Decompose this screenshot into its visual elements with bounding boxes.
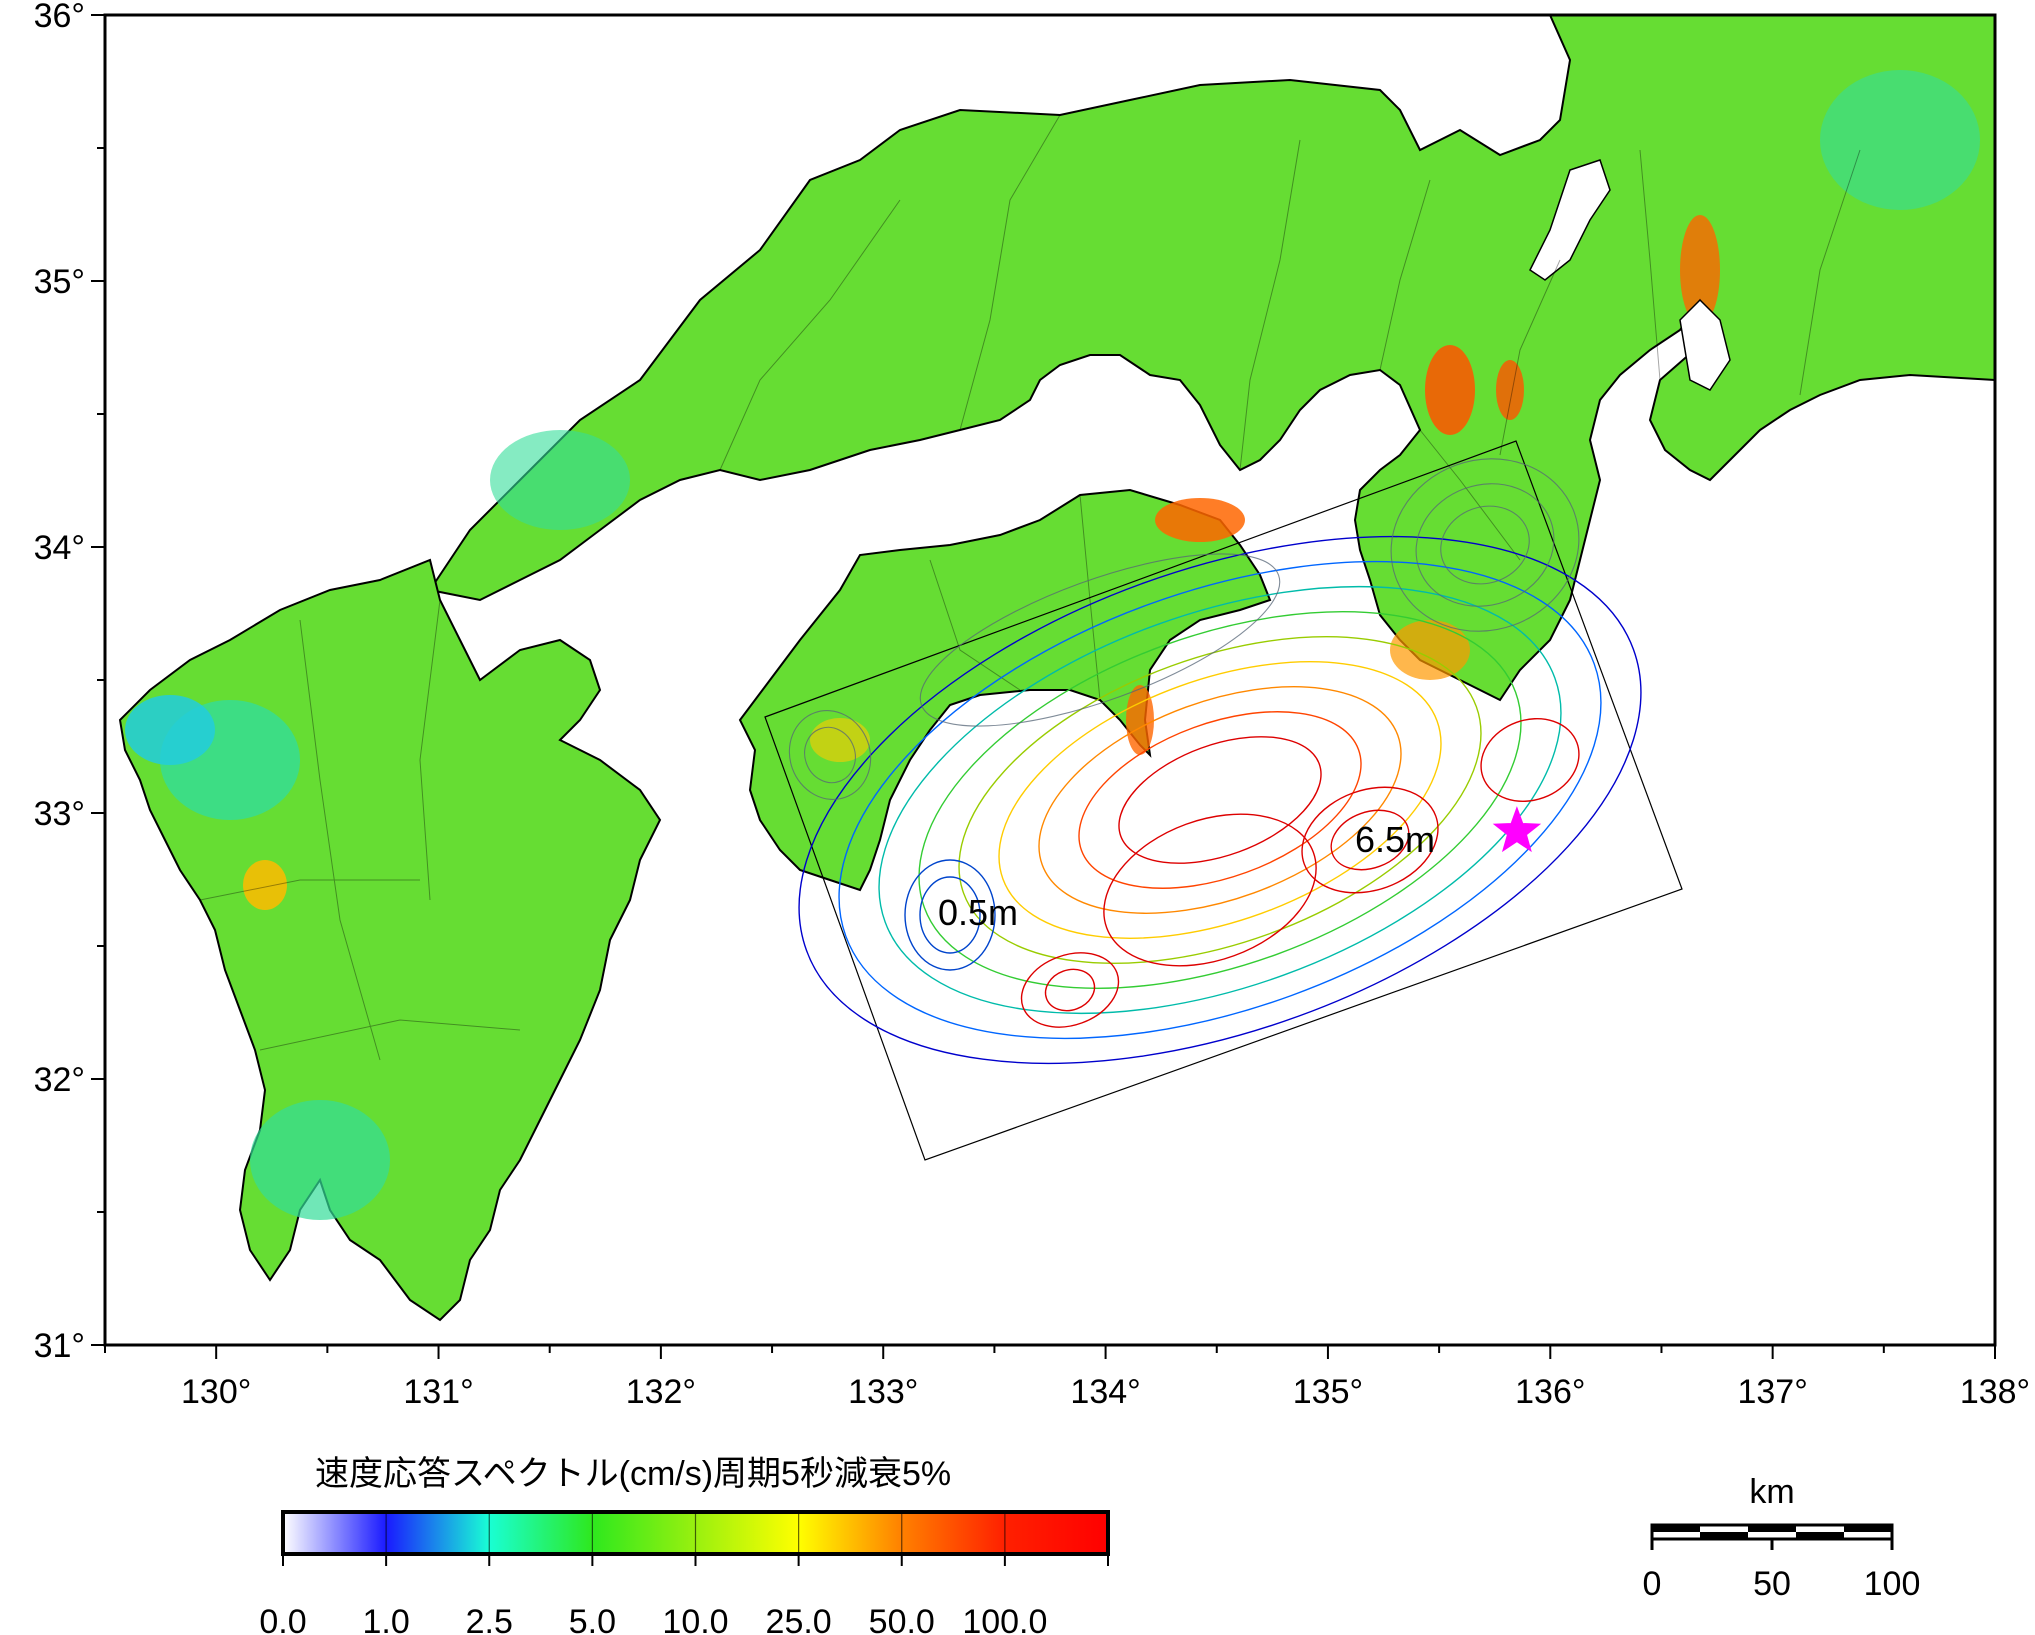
legend-separators bbox=[282, 1514, 1109, 1566]
latitude-tick-labels: 31° 32° 33° 34° 35° 36° bbox=[34, 0, 85, 1365]
slip-max-label: 6.5m bbox=[1355, 819, 1435, 860]
lat-tick-label: 34° bbox=[34, 529, 85, 567]
land-layer bbox=[118, 15, 1995, 1322]
slip-contour-line bbox=[838, 560, 1602, 1040]
legend-label: 100.0 bbox=[962, 1603, 1047, 1635]
amplification-region-wakayama bbox=[1390, 620, 1470, 680]
slip-contour-line bbox=[958, 636, 1482, 964]
slip-land-contour bbox=[1415, 483, 1555, 607]
slip-low-contour bbox=[919, 876, 981, 954]
color-legend: 速度応答スペクトル(cm/s)周期5秒減衰5% 0.0 1.0 2.5 5.0 10.0… bbox=[259, 1455, 1110, 1635]
slip-land-contour bbox=[919, 553, 1281, 727]
amplification-region-nara bbox=[1496, 360, 1524, 420]
slip-peak-contour bbox=[1480, 718, 1580, 802]
slip-land-contour bbox=[788, 710, 872, 800]
legend-label: 5.0 bbox=[569, 1603, 616, 1635]
scale-label-0: 0 bbox=[1643, 1565, 1662, 1603]
slip-peak-contour bbox=[1330, 809, 1410, 871]
slip-peak-contour bbox=[1103, 813, 1317, 967]
legend-title: 速度応答スペクトル(cm/s)周期5秒減衰5% bbox=[315, 1455, 951, 1493]
teal-region-kagoshima bbox=[250, 1100, 390, 1220]
lat-tick-label: 33° bbox=[34, 795, 85, 833]
cyan-region-nagasaki bbox=[125, 695, 215, 765]
amplification-region-nobi bbox=[1680, 215, 1720, 325]
lon-tick-label: 131° bbox=[403, 1373, 473, 1411]
legend-label: 2.5 bbox=[466, 1603, 513, 1635]
teal-region-yamaguchi bbox=[490, 430, 630, 530]
slip-land-contour bbox=[804, 726, 856, 784]
prefecture-boundaries bbox=[199, 114, 1861, 1061]
amplification-region-tokushima bbox=[1155, 498, 1245, 542]
legend-label: 10.0 bbox=[662, 1603, 728, 1635]
slip-contour-line bbox=[1078, 711, 1362, 889]
slip-contours bbox=[788, 458, 1642, 1065]
fault-plane-outline bbox=[764, 440, 1683, 1161]
yellow-region-ehime bbox=[810, 718, 870, 762]
scale-label-50: 50 bbox=[1753, 1565, 1791, 1603]
legend-label: 50.0 bbox=[869, 1603, 935, 1635]
amplification-region-kumamoto bbox=[243, 860, 287, 910]
slip-contour-line bbox=[878, 585, 1562, 1015]
teal-region-northeast bbox=[1820, 70, 1980, 210]
ise-bay bbox=[1679, 298, 1731, 391]
legend-label: 0.0 bbox=[259, 1603, 306, 1635]
lat-tick-label: 36° bbox=[34, 0, 85, 35]
lon-tick-label: 137° bbox=[1737, 1373, 1807, 1411]
slip-land-contour bbox=[1390, 458, 1580, 632]
fault-model: 6.5m 0.5m bbox=[764, 440, 1683, 1161]
legend-label: 1.0 bbox=[362, 1603, 409, 1635]
longitude-tick-labels: 130° 131° 132° 133° 134° 135° 136° 137° 138° bbox=[181, 1373, 2030, 1411]
lon-tick-label: 136° bbox=[1515, 1373, 1585, 1411]
amplification-region-kochi bbox=[1126, 685, 1154, 755]
slip-contour-line bbox=[918, 610, 1522, 990]
lat-tick-label: 35° bbox=[34, 263, 85, 301]
slip-contour-line bbox=[1038, 686, 1402, 914]
slip-low-contour bbox=[904, 859, 996, 971]
lon-tick-label: 138° bbox=[1960, 1373, 2030, 1411]
slip-contour-line bbox=[1118, 736, 1322, 864]
amplification-region-osaka bbox=[1425, 345, 1475, 435]
lat-tick-label: 31° bbox=[34, 1327, 85, 1365]
lon-tick-label: 134° bbox=[1070, 1373, 1140, 1411]
axis-ticks bbox=[91, 14, 1996, 1359]
lake-biwa bbox=[1529, 159, 1611, 281]
scale-label-100: 100 bbox=[1864, 1565, 1921, 1603]
slip-contour-line bbox=[998, 661, 1442, 939]
lon-tick-label: 135° bbox=[1293, 1373, 1363, 1411]
legend-label: 25.0 bbox=[766, 1603, 832, 1635]
slip-peak-contour bbox=[1301, 786, 1439, 894]
scale-unit: km bbox=[1749, 1473, 1794, 1511]
slip-peak-contour bbox=[1020, 952, 1120, 1028]
slip-contour-line bbox=[798, 535, 1642, 1065]
lon-tick-label: 130° bbox=[181, 1373, 251, 1411]
lon-tick-label: 132° bbox=[626, 1373, 696, 1411]
slip-min-label: 0.5m bbox=[938, 892, 1018, 933]
lat-tick-label: 32° bbox=[34, 1061, 85, 1099]
scale-bar: km 0 50 100 bbox=[1643, 1473, 1921, 1603]
lon-tick-label: 133° bbox=[848, 1373, 918, 1411]
slip-peak-contour bbox=[1044, 968, 1096, 1012]
legend-labels: 0.0 1.0 2.5 5.0 10.0 25.0 50.0 100.0 bbox=[259, 1603, 1047, 1635]
star-icon bbox=[1492, 806, 1542, 853]
slip-land-contour bbox=[1440, 505, 1530, 585]
